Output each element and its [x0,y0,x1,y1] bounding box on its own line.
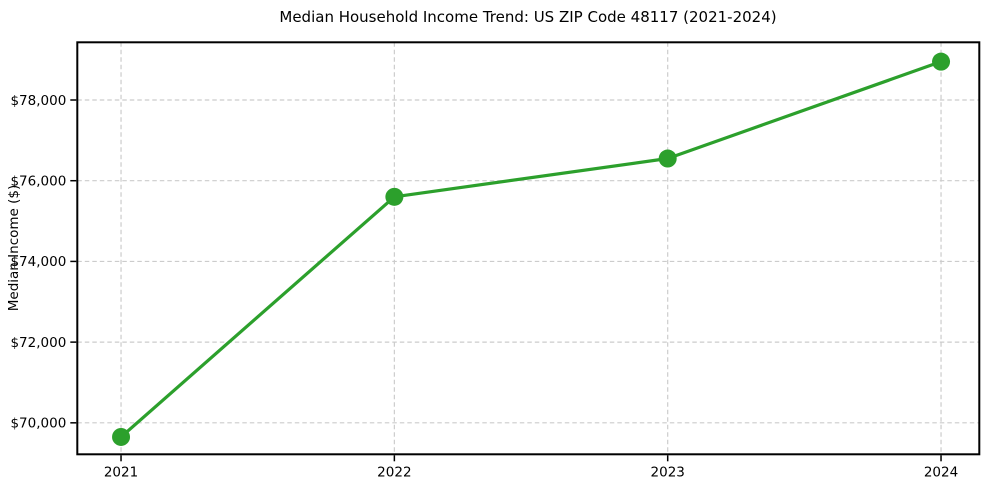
x-tick-label: 2023 [651,464,685,480]
y-tick-label: $70,000 [10,416,66,432]
axes-frame [76,41,981,456]
y-axis-label: Median Income ($) [6,184,22,312]
y-tick-label: $74,000 [10,254,66,270]
chart-title: Median Household Income Trend: US ZIP Co… [279,8,777,26]
data-point [385,187,404,206]
y-tick-label: $72,000 [10,335,66,351]
x-tick-label: 2021 [104,464,138,480]
trend-line [119,60,943,439]
y-tick-label: $78,000 [10,93,66,109]
data-point [932,52,951,71]
x-tick-label: 2022 [377,464,411,480]
data-point [658,149,677,168]
x-tick-label: 2024 [924,464,958,480]
y-tick-label: $76,000 [10,174,66,190]
data-point [112,427,131,446]
